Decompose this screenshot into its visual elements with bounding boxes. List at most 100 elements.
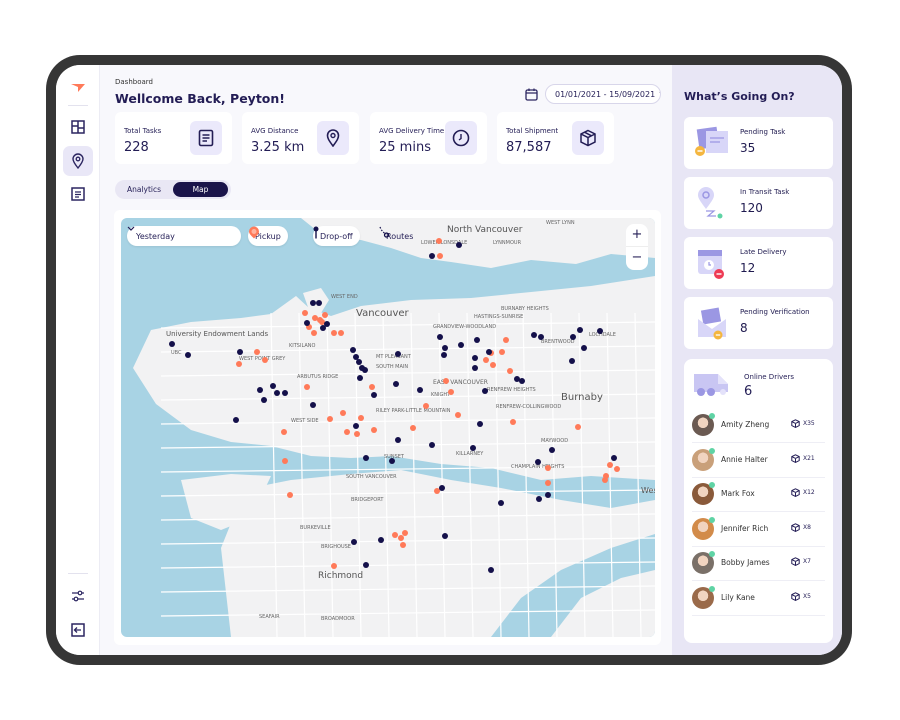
- pickup-marker[interactable]: [287, 492, 293, 498]
- dropoff-marker[interactable]: [389, 458, 395, 464]
- pickup-marker[interactable]: [490, 362, 496, 368]
- pickup-marker[interactable]: [331, 563, 337, 569]
- pickup-marker[interactable]: [262, 357, 268, 363]
- pickup-marker[interactable]: [282, 458, 288, 464]
- dropoff-marker[interactable]: [304, 320, 310, 326]
- pickup-marker[interactable]: [358, 415, 364, 421]
- pickup-marker[interactable]: [575, 424, 581, 430]
- pickup-marker[interactable]: [436, 238, 442, 244]
- settings-button[interactable]: [63, 581, 93, 611]
- date-range-picker[interactable]: 01/01/2021 - 15/09/2021: [545, 84, 661, 104]
- pickup-marker[interactable]: [304, 384, 310, 390]
- card-late-delivery[interactable]: Late Delivery 12: [684, 237, 833, 289]
- dropoff-marker[interactable]: [442, 533, 448, 539]
- pickup-marker[interactable]: [322, 312, 328, 318]
- dropoff-marker[interactable]: [581, 345, 587, 351]
- pickup-marker[interactable]: [614, 466, 620, 472]
- pickup-marker[interactable]: [545, 480, 551, 486]
- dropoff-marker[interactable]: [472, 355, 478, 361]
- dropoff-marker[interactable]: [257, 387, 263, 393]
- pickup-marker[interactable]: [311, 330, 317, 336]
- pickup-marker[interactable]: [400, 542, 406, 548]
- pickup-marker[interactable]: [392, 532, 398, 538]
- pickup-marker[interactable]: [507, 368, 513, 374]
- pickup-marker[interactable]: [483, 357, 489, 363]
- sidebar-item-dashboard[interactable]: [63, 112, 93, 142]
- pickup-marker[interactable]: [281, 429, 287, 435]
- pickup-marker[interactable]: [344, 429, 350, 435]
- driver-row[interactable]: Amity Zheng X35: [692, 409, 825, 443]
- dropoff-marker[interactable]: [474, 337, 480, 343]
- dropoff-marker[interactable]: [472, 365, 478, 371]
- dropoff-marker[interactable]: [569, 358, 575, 364]
- dropoff-marker[interactable]: [441, 352, 447, 358]
- dropoff-marker[interactable]: [169, 341, 175, 347]
- pickup-marker[interactable]: [402, 530, 408, 536]
- pickup-marker[interactable]: [503, 337, 509, 343]
- map-canvas[interactable]: North Vancouver LOWER LONSDALE WEST LYNN LY…: [121, 218, 655, 637]
- pickup-marker[interactable]: [302, 310, 308, 316]
- dropoff-marker[interactable]: [536, 496, 542, 502]
- dropoff-marker[interactable]: [429, 253, 435, 259]
- pickup-marker[interactable]: [369, 384, 375, 390]
- dropoff-marker[interactable]: [538, 334, 544, 340]
- dropoff-marker[interactable]: [310, 300, 316, 306]
- dropoff-marker[interactable]: [353, 354, 359, 360]
- pickup-marker[interactable]: [312, 315, 318, 321]
- pickup-marker[interactable]: [603, 473, 609, 479]
- pickup-marker[interactable]: [327, 416, 333, 422]
- dropoff-marker[interactable]: [577, 327, 583, 333]
- dropoff-marker[interactable]: [282, 390, 288, 396]
- pickup-marker[interactable]: [254, 349, 260, 355]
- dropoff-marker[interactable]: [535, 459, 541, 465]
- driver-row[interactable]: Lily Kane X5: [692, 582, 825, 616]
- dropoff-marker[interactable]: [514, 376, 520, 382]
- pickup-marker[interactable]: [371, 427, 377, 433]
- calendar-icon[interactable]: [525, 88, 538, 101]
- zoom-out-button[interactable]: −: [631, 250, 643, 265]
- dropoff-marker[interactable]: [363, 455, 369, 461]
- dropoff-marker[interactable]: [350, 347, 356, 353]
- pickup-marker[interactable]: [236, 361, 242, 367]
- dropoff-marker[interactable]: [417, 387, 423, 393]
- dropoff-marker[interactable]: [570, 334, 576, 340]
- pickup-marker[interactable]: [434, 488, 440, 494]
- driver-row[interactable]: Mark Fox X12: [692, 478, 825, 512]
- dropoff-marker[interactable]: [261, 397, 267, 403]
- driver-row[interactable]: Annie Halter X21: [692, 444, 825, 478]
- dropoff-marker[interactable]: [185, 352, 191, 358]
- pickup-marker[interactable]: [510, 419, 516, 425]
- pickup-marker[interactable]: [443, 378, 449, 384]
- tab-map[interactable]: Map: [173, 182, 228, 197]
- pickup-marker[interactable]: [423, 403, 429, 409]
- dropoff-marker[interactable]: [237, 349, 243, 355]
- pickup-marker[interactable]: [607, 462, 613, 468]
- dropoff-marker[interactable]: [378, 537, 384, 543]
- sidebar-item-map[interactable]: [63, 146, 93, 176]
- dropoff-marker[interactable]: [395, 437, 401, 443]
- dropoff-marker[interactable]: [429, 442, 435, 448]
- pickup-marker[interactable]: [410, 425, 416, 431]
- dropoff-marker[interactable]: [316, 300, 322, 306]
- pickup-marker[interactable]: [499, 349, 505, 355]
- pickup-marker[interactable]: [455, 412, 461, 418]
- logo-icon[interactable]: [63, 73, 93, 103]
- dropoff-marker[interactable]: [270, 383, 276, 389]
- period-select[interactable]: Yesterday: [127, 226, 241, 246]
- filter-routes[interactable]: Routes: [379, 226, 420, 246]
- dropoff-marker[interactable]: [486, 349, 492, 355]
- pickup-marker[interactable]: [319, 319, 325, 325]
- dropoff-marker[interactable]: [324, 321, 330, 327]
- dropoff-marker[interactable]: [611, 455, 617, 461]
- zoom-in-button[interactable]: +: [626, 224, 648, 247]
- pickup-marker[interactable]: [448, 389, 454, 395]
- dropoff-marker[interactable]: [393, 381, 399, 387]
- dropoff-marker[interactable]: [488, 567, 494, 573]
- dropoff-marker[interactable]: [458, 342, 464, 348]
- filter-dropoff[interactable]: Drop-off: [313, 226, 360, 246]
- pickup-marker[interactable]: [338, 330, 344, 336]
- card-in-transit[interactable]: In Transit Task 120: [684, 177, 833, 229]
- dropoff-marker[interactable]: [356, 359, 362, 365]
- dropoff-marker[interactable]: [310, 402, 316, 408]
- dropoff-marker[interactable]: [470, 445, 476, 451]
